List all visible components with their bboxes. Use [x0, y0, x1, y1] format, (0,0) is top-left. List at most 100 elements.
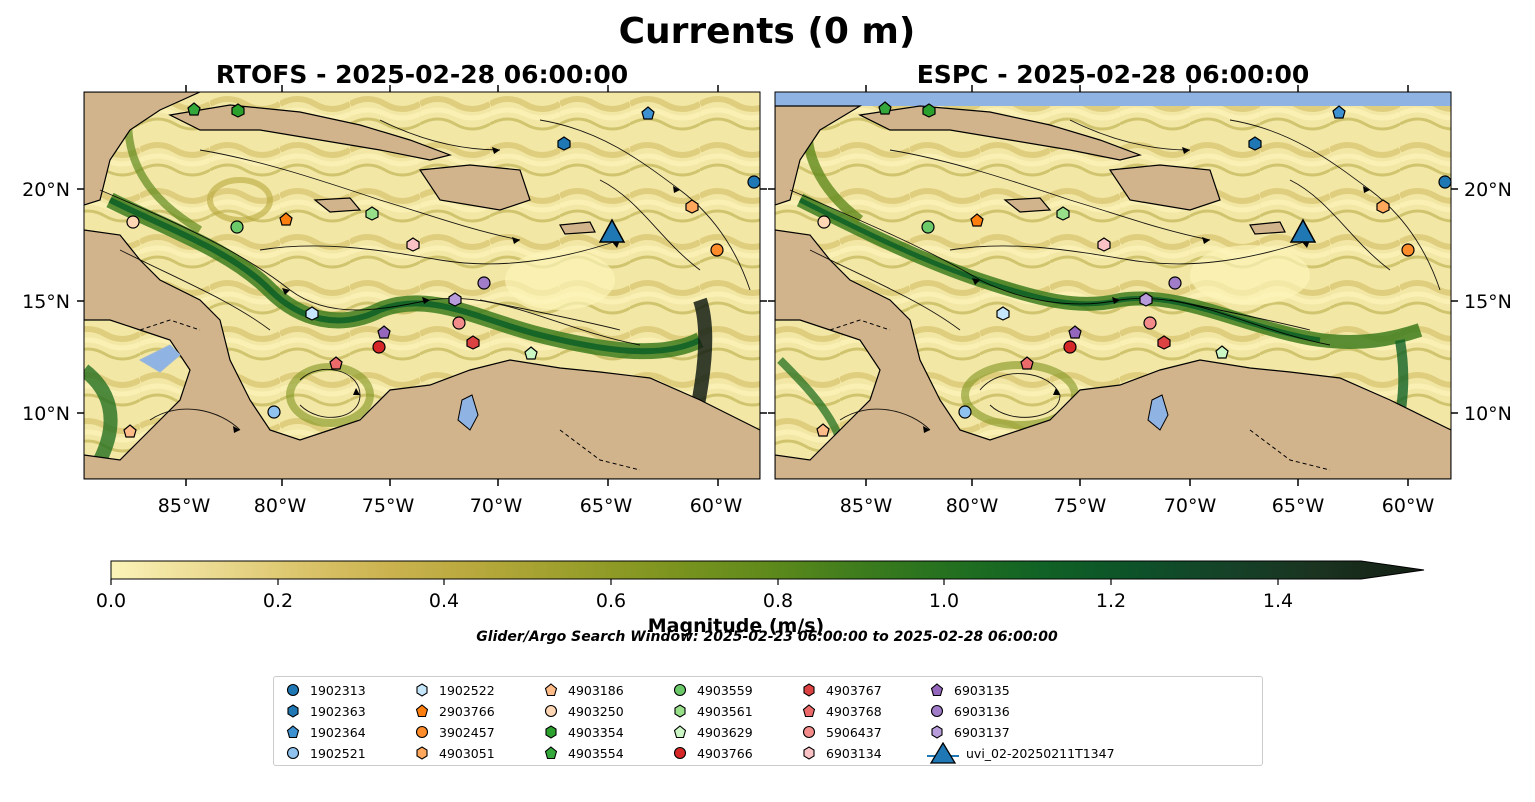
lake-maracaibo: [1147, 394, 1169, 431]
marker-4903250: [817, 215, 831, 229]
map-panel-espc: [774, 91, 1452, 480]
marker-1902363: [557, 136, 571, 151]
hexagon-marker-icon: [416, 746, 428, 760]
marker-6903137: [448, 292, 462, 307]
figure-title: Currents (0 m): [619, 11, 916, 52]
triangle-marker-icon: [927, 742, 959, 764]
legend-entry: 1902364: [282, 722, 366, 742]
lat-tick-label: 10°N: [22, 403, 70, 425]
legend-entry-label: 1902364: [310, 724, 366, 740]
marker-1902521: [267, 405, 281, 419]
marker-uvi-glider: [598, 218, 626, 243]
marker-2903766: [279, 212, 293, 226]
hexagon-marker-icon: [931, 725, 943, 739]
legend-entry: 4903051: [411, 743, 495, 763]
legend-entry-label: 4903354: [568, 724, 624, 740]
marker-5906437: [452, 316, 466, 330]
eddy: [286, 363, 374, 427]
land-jamaica: [313, 197, 362, 213]
hexagon-marker-icon: [545, 725, 557, 739]
marker-3902457: [1401, 243, 1415, 257]
circle-marker-icon: [673, 683, 687, 697]
legend-entry: 4903186: [540, 680, 624, 700]
colorbar-ramp: [110, 560, 1425, 580]
legend-entry-label: 6903136: [954, 703, 1010, 719]
pentagon-marker-icon: [930, 683, 944, 697]
legend-entry: uvi_02-20250211T1347: [926, 742, 1115, 764]
land-central-south-america: [775, 229, 1451, 479]
lon-tick-label: 85°W: [158, 495, 211, 517]
legend-entry: 1902313: [282, 680, 366, 700]
circle-marker-icon: [802, 725, 816, 739]
colorbar-tick-label: 0.0: [96, 590, 126, 612]
colorbar-tick-label: 1.0: [929, 590, 959, 612]
marker-3902457: [710, 243, 724, 257]
marker-4903354: [922, 103, 936, 118]
circle-marker-icon: [930, 704, 944, 718]
lon-axis-rtofs: 85°W 80°W 75°W 70°W 65°W 60°W: [158, 85, 743, 517]
land-hispaniola: [1108, 164, 1221, 211]
legend-entry-label: 4903561: [697, 703, 753, 719]
legend-entry: 1902522: [411, 680, 495, 700]
marker-5906437: [1143, 316, 1157, 330]
legend-entry-label: 4903554: [568, 745, 624, 761]
colorbar-tick-label: 0.2: [263, 590, 293, 612]
legend-entry: 4903559: [669, 680, 753, 700]
hexagon-marker-icon: [803, 683, 815, 697]
lon-tick-label: 75°W: [362, 495, 415, 517]
land-cuba: [168, 104, 453, 161]
legend: 1902313 1902363 1902364 1902521 1902522 29037…: [273, 676, 1263, 766]
float-markers: [816, 101, 1452, 437]
legend-entry: 4903554: [540, 743, 624, 763]
marker-1902313: [747, 175, 761, 189]
marker-6903135: [1068, 325, 1082, 339]
colorbar-label: Magnitude (m/s): [648, 615, 825, 637]
lon-tick-label: 70°W: [470, 495, 523, 517]
pentagon-marker-icon: [286, 725, 300, 739]
legend-entry: 4903561: [669, 701, 753, 721]
land-hispaniola: [418, 164, 531, 211]
colorbar-tick-label: 0.8: [763, 590, 793, 612]
legend-entry: 4903250: [540, 701, 624, 721]
circle-marker-icon: [415, 725, 429, 739]
marker-4903629: [524, 346, 538, 360]
lon-tick-label: 75°W: [1054, 495, 1107, 517]
land-yucatan: [775, 105, 863, 206]
marker-6903134: [1097, 237, 1111, 252]
lon-tick-label: 70°W: [1164, 495, 1217, 517]
legend-entry-label: 6903135: [954, 682, 1010, 698]
lon-tick-label: 60°W: [1382, 495, 1435, 517]
land-jamaica: [1003, 197, 1052, 213]
legend-entry: 4903766: [669, 743, 753, 763]
lon-tick-label: 85°W: [840, 495, 893, 517]
marker-6903137: [1139, 292, 1153, 307]
marker-1902363: [1248, 136, 1262, 151]
lon-tick-label: 60°W: [690, 495, 743, 517]
lon-tick-label: 65°W: [1272, 495, 1325, 517]
legend-entry-label: 1902363: [310, 703, 366, 719]
hexagon-marker-icon: [287, 704, 299, 718]
hexagon-marker-icon: [416, 683, 428, 697]
lat-tick-label: 15°N: [1464, 291, 1512, 313]
colorbar-tick-label: 0.4: [429, 590, 459, 612]
search-window-caption: Glider/Argo Search Window: 2025-02-23 06…: [476, 629, 1058, 645]
pentagon-marker-icon: [415, 704, 429, 718]
legend-entry: 4903768: [798, 701, 882, 721]
lat-axis-espc: 20°N 15°N 10°N: [768, 179, 1512, 425]
legend-entry-label: 3902457: [439, 724, 495, 740]
map-frame: [774, 91, 1452, 480]
marker-4903768: [1020, 356, 1034, 370]
legend-entry-label: 4903766: [697, 745, 753, 761]
marker-4903186: [123, 424, 137, 438]
pentagon-marker-icon: [544, 746, 558, 760]
lake-maracaibo: [457, 394, 479, 431]
legend-entry: 4903629: [669, 722, 753, 742]
streamlines: [99, 119, 751, 431]
legend-entry: 4903354: [540, 722, 624, 742]
marker-uvi-glider: [1289, 218, 1317, 243]
marker-1902364: [641, 106, 655, 120]
marker-4903051: [685, 199, 699, 214]
legend-entry: 3902457: [411, 722, 495, 742]
legend-entry-label: 2903766: [439, 703, 495, 719]
colorbar: 0.0 0.2 0.4 0.6 0.8 1.0 1.2 1.4 Magnitud…: [96, 560, 1425, 637]
